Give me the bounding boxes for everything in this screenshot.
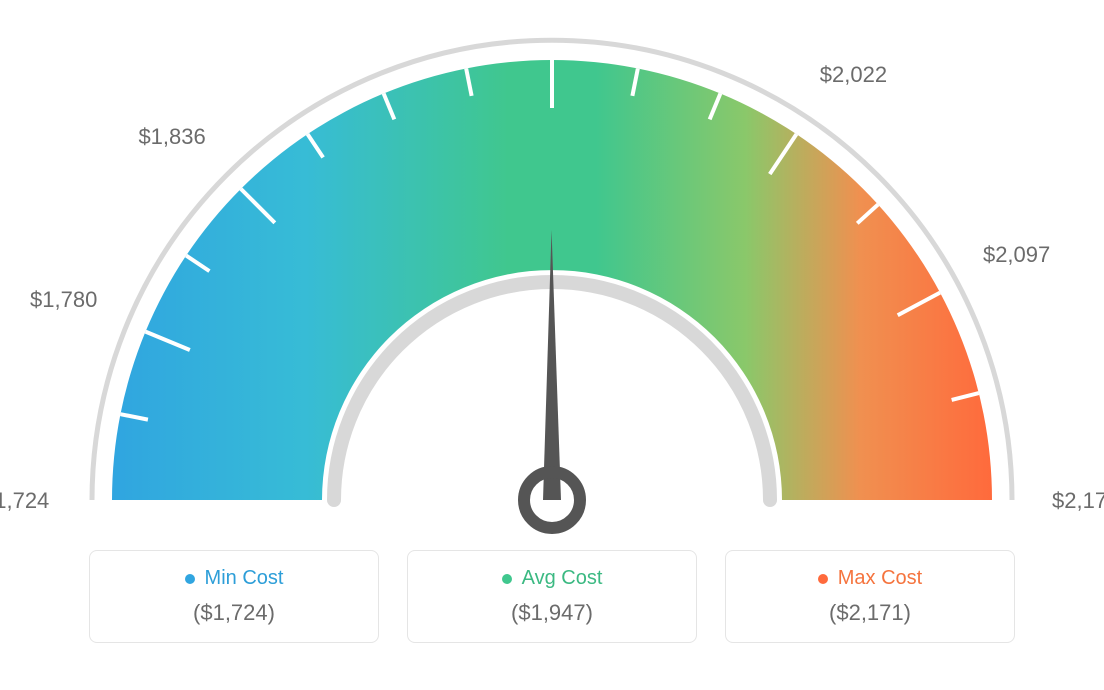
gauge-tick-label: $1,780 <box>30 287 97 313</box>
gauge-tick-label: $2,097 <box>983 242 1050 268</box>
legend-dot-icon <box>185 574 195 584</box>
gauge-needle <box>543 230 561 500</box>
legend-dot-icon <box>502 574 512 584</box>
legend-card: Max Cost ($2,171) <box>725 550 1015 643</box>
gauge-tick-label: $2,171 <box>1052 488 1104 514</box>
legend-value: ($1,947) <box>428 600 676 626</box>
legend-value: ($1,724) <box>110 600 358 626</box>
legend-title-text: Avg Cost <box>522 567 603 590</box>
legend-row: Min Cost ($1,724) Avg Cost ($1,947) Max Cost… <box>0 550 1104 643</box>
gauge-tick-label: $1,836 <box>138 124 205 150</box>
legend-title: Avg Cost <box>428 567 676 590</box>
legend-dot-icon <box>818 574 828 584</box>
legend-card: Avg Cost ($1,947) <box>407 550 697 643</box>
legend-title-text: Max Cost <box>838 567 922 590</box>
legend-card: Min Cost ($1,724) <box>89 550 379 643</box>
gauge-svg <box>0 0 1104 540</box>
gauge-area: $1,724$1,780$1,836$1,947$2,022$2,097$2,1… <box>0 0 1104 540</box>
gauge-tick-label: $2,022 <box>820 62 887 88</box>
legend-value: ($2,171) <box>746 600 994 626</box>
legend-title-text: Min Cost <box>205 567 284 590</box>
legend-title: Min Cost <box>110 567 358 590</box>
legend-title: Max Cost <box>746 567 994 590</box>
cost-gauge-chart: $1,724$1,780$1,836$1,947$2,022$2,097$2,1… <box>0 0 1104 690</box>
gauge-tick-label: $1,724 <box>0 488 49 514</box>
